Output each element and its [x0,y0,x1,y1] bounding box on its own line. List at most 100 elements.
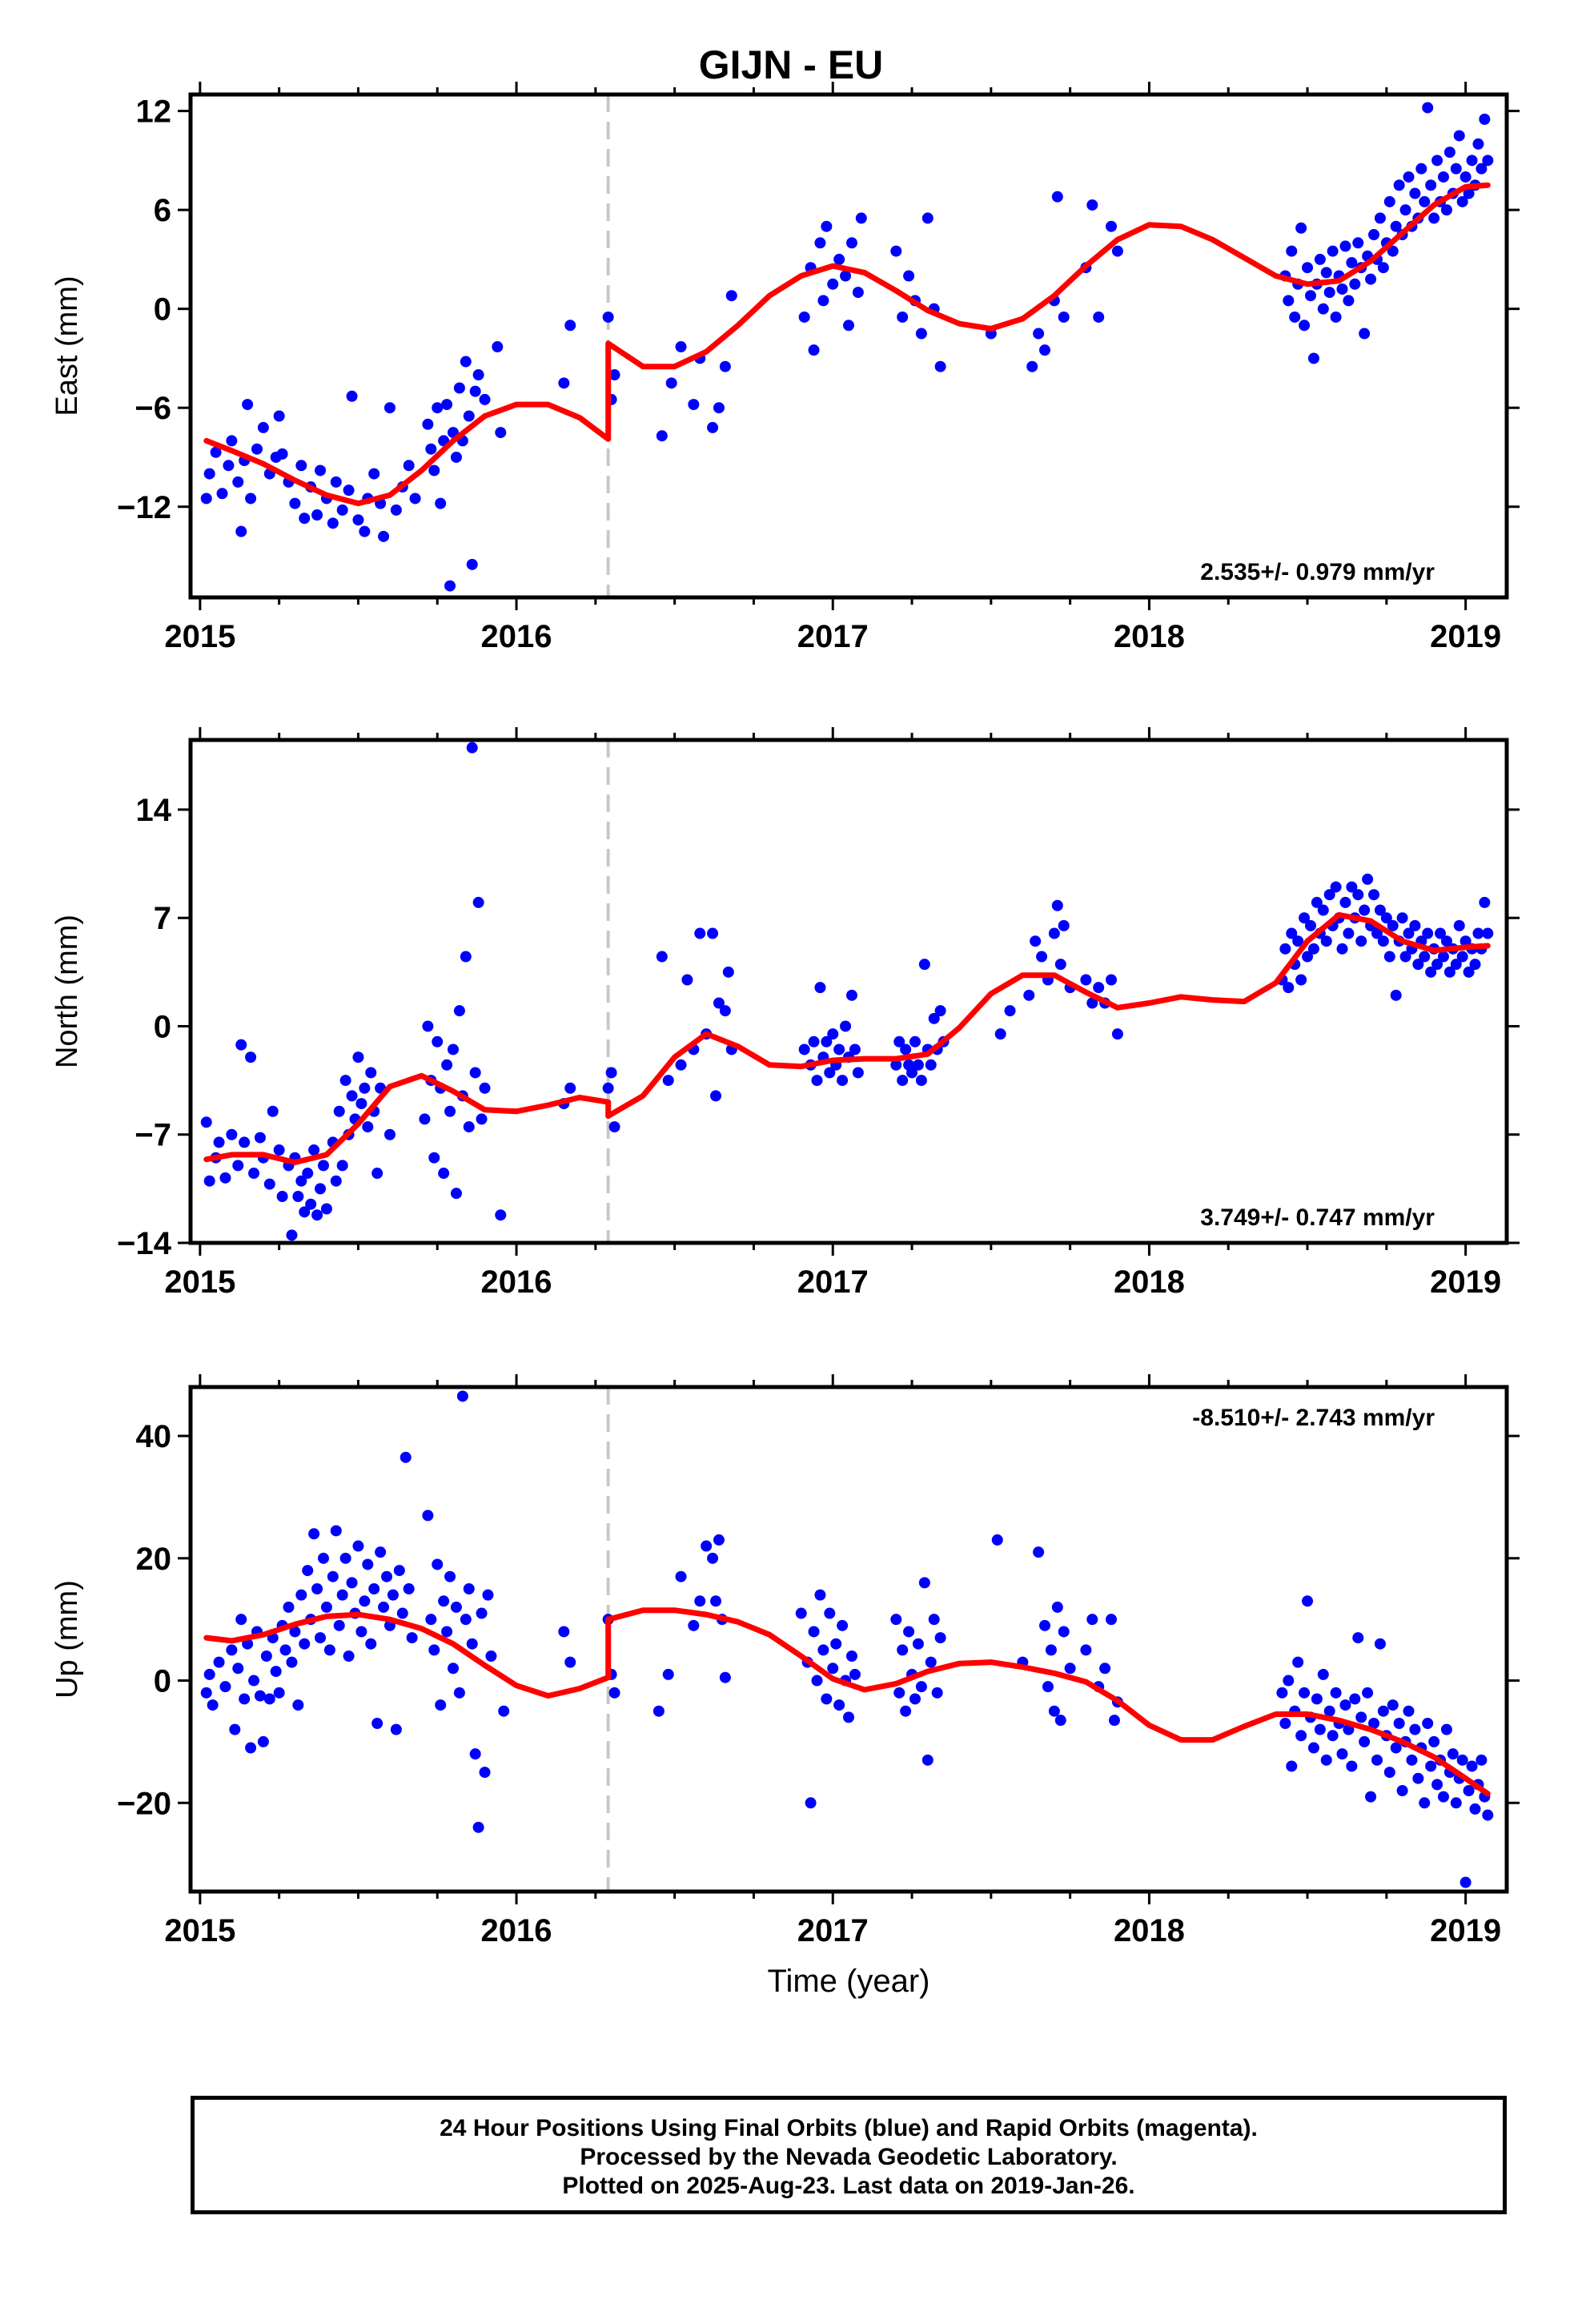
up-data-point [1299,1687,1311,1699]
up-data-point [701,1540,713,1552]
north-data-point [232,1160,244,1172]
north-data-point [1387,919,1399,931]
north-data-point [833,1043,845,1055]
up-data-point [713,1534,725,1546]
east-data-point [432,402,444,414]
east-data-point [814,237,826,249]
up-data-point [260,1651,272,1662]
up-data-point [707,1552,719,1564]
up-data-point [330,1525,342,1537]
north-data-point [1374,904,1386,916]
north-x-tick-label: 2019 [1430,1265,1501,1300]
north-data-point [365,1067,377,1079]
east-data-point [817,295,829,307]
north-data-point [444,1105,456,1117]
north-data-point [994,1028,1006,1040]
up-data-point [1327,1730,1339,1742]
east-data-point [821,220,833,232]
east-data-point [226,435,238,447]
up-data-point [1317,1668,1329,1680]
up-data-point [1419,1797,1431,1809]
up-data-point [1440,1723,1452,1735]
up-data-point [845,1651,857,1662]
east-data-point [808,344,820,356]
up-data-point [1314,1723,1326,1735]
up-data-point [1393,1718,1405,1729]
up-data-point [482,1589,494,1601]
up-data-point [1286,1760,1298,1772]
north-data-point [1431,959,1443,971]
north-data-point [305,1198,317,1210]
east-data-point [1346,257,1358,269]
up-data-point [843,1711,854,1723]
north-data-point [469,1067,481,1079]
up-data-point [1033,1546,1045,1558]
east-data-point [425,443,437,455]
east-data-point [1437,171,1449,183]
north-data-point [1419,951,1431,963]
east-data-point [688,399,700,411]
north-data-point [438,1168,450,1180]
up-data-point [1349,1693,1361,1705]
up-data-point [694,1595,706,1607]
north-data-point [912,1059,924,1071]
north-data-point [713,997,725,1009]
east-data-point [558,377,570,389]
up-data-point [1283,1675,1295,1687]
up-data-point [652,1705,665,1717]
north-data-point [295,1175,307,1187]
north-data-point [1352,889,1364,901]
north-data-point [276,1191,288,1203]
north-data-point [1422,927,1434,939]
east-data-point [656,430,668,442]
east-data-point [444,580,456,592]
up-data-point [1422,1718,1434,1729]
east-data-point [242,399,254,411]
up-y-tick-label: 20 [136,1542,172,1577]
up-data-point [1086,1614,1098,1626]
up-data-point [925,1656,937,1668]
north-data-point [1456,951,1468,963]
north-data-point [662,1075,674,1087]
north-data-point [1336,943,1348,955]
up-data-point [817,1644,829,1656]
north-data-point [239,1136,251,1148]
up-data-point [311,1583,323,1594]
east-data-point [1415,163,1427,175]
east-data-point [251,443,263,455]
north-data-point [359,1082,371,1094]
east-data-point [295,460,307,472]
north-data-point [1302,951,1314,963]
east-data-point [1026,360,1038,372]
east-data-point [1399,204,1411,216]
east-data-point [1383,195,1395,207]
east-data-point [273,410,285,422]
up-data-point [564,1656,576,1668]
east-data-point [1359,328,1371,340]
north-data-point [219,1172,231,1184]
up-data-point [336,1589,348,1601]
up-data-point [239,1693,251,1705]
up-data-point [918,1577,930,1589]
north-data-point [200,1116,212,1128]
north-data-point [302,1168,314,1180]
up-data-point [1476,1754,1488,1766]
north-data-point [811,1075,823,1087]
up-data-point [232,1663,244,1675]
east-data-point [1425,179,1437,191]
east-data-point [1327,245,1339,257]
east-data-point [453,382,465,394]
footer-caption-box: 24 Hour Positions Using Final Orbits (bl… [191,2096,1507,2214]
up-data-point [450,1601,462,1613]
up-data-point [327,1570,339,1582]
east-data-point [665,377,677,389]
north-data-point [1339,896,1351,908]
east-data-point [460,356,472,368]
east-data-point [216,488,228,500]
east-data-point [428,464,440,476]
up-data-point [308,1528,320,1540]
up-data-point [1054,1715,1066,1727]
east-data-point [845,237,857,249]
up-data-point [1320,1754,1332,1766]
north-data-point [808,1035,820,1047]
